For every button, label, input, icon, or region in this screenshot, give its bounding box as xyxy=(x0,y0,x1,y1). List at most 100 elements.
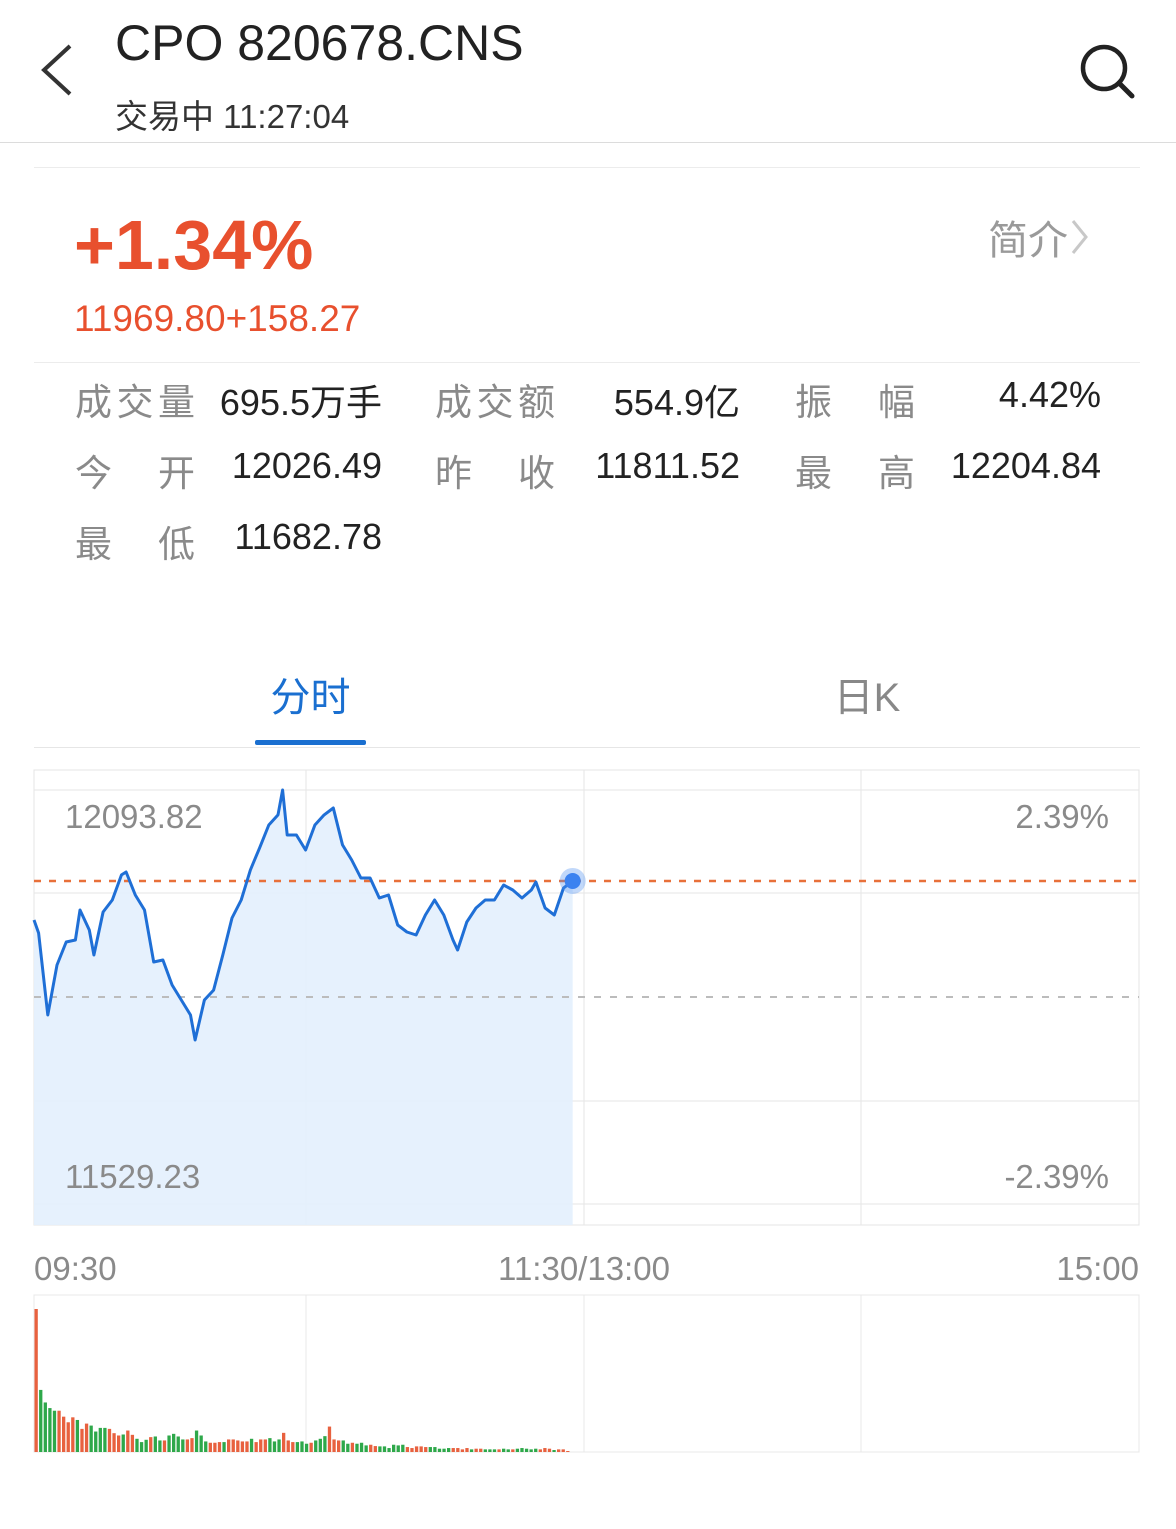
intro-label: 简介 xyxy=(988,219,1068,263)
y-top-label: 12093.82 xyxy=(65,798,203,835)
y-bottom-label: 11529.23 xyxy=(65,1158,201,1195)
volume-bar xyxy=(318,1438,322,1452)
volume-bar xyxy=(103,1427,107,1452)
volume-bar xyxy=(94,1431,98,1452)
volume-bar xyxy=(194,1430,199,1452)
active-tab-indicator xyxy=(255,740,366,745)
stat-value-open: 12026.49 xyxy=(231,445,382,486)
stat-value-turnover: 554.9亿 xyxy=(613,382,740,423)
volume-bar xyxy=(66,1422,70,1452)
pct-bottom-label: -2.39% xyxy=(1004,1158,1109,1195)
volume-bar xyxy=(341,1440,345,1452)
volume-bar xyxy=(502,1448,506,1452)
volume-bar xyxy=(355,1443,359,1452)
volume-bar xyxy=(350,1442,355,1452)
volume-bar xyxy=(337,1440,341,1452)
volume-bar xyxy=(405,1447,410,1452)
volume-bar xyxy=(515,1448,520,1452)
volume-bar xyxy=(497,1449,501,1452)
volume-bar xyxy=(534,1448,538,1452)
volume-bar xyxy=(309,1442,313,1452)
chevron-left-icon xyxy=(41,44,72,96)
volume-bar xyxy=(506,1449,510,1452)
volume-bar xyxy=(236,1440,240,1452)
volume-bar xyxy=(557,1449,561,1452)
volume-bar xyxy=(172,1433,176,1452)
volume-bar xyxy=(359,1442,364,1452)
volume-bar xyxy=(488,1449,492,1452)
volume-bar xyxy=(84,1423,89,1452)
volume-bar xyxy=(437,1448,442,1452)
volume-bar xyxy=(547,1448,552,1452)
x-label-close: 15:00 xyxy=(1056,1250,1139,1287)
volume-bar xyxy=(190,1438,194,1452)
volume-bar xyxy=(465,1448,469,1452)
price-line xyxy=(32,788,574,1042)
volume-bar xyxy=(52,1410,57,1452)
volume-bar xyxy=(268,1438,272,1452)
volume-bar xyxy=(373,1446,377,1452)
volume-bar xyxy=(524,1448,529,1452)
volume-bar xyxy=(213,1442,217,1452)
volume-bar xyxy=(158,1440,162,1452)
volume-bar xyxy=(323,1436,327,1452)
volume-bar xyxy=(181,1439,185,1452)
volume-bar xyxy=(277,1439,281,1452)
volume-bar xyxy=(469,1449,474,1452)
volume-bar xyxy=(561,1449,565,1452)
volume-bar xyxy=(346,1443,350,1452)
stat-value-high: 12204.84 xyxy=(950,445,1101,486)
volume-bar xyxy=(263,1439,267,1452)
volume-bar xyxy=(300,1441,304,1452)
volume-bar xyxy=(34,1309,38,1452)
volume-bar xyxy=(295,1442,300,1452)
volume-bar xyxy=(396,1445,400,1452)
header-divider xyxy=(0,142,1176,143)
search-button[interactable] xyxy=(1078,42,1136,100)
volume-bar xyxy=(112,1433,116,1452)
volume-bar xyxy=(167,1435,171,1452)
back-button[interactable] xyxy=(38,40,78,100)
tab-daily-k[interactable]: 日K xyxy=(833,676,901,720)
volume-bar xyxy=(162,1440,167,1452)
volume-bar xyxy=(139,1442,144,1452)
price-area xyxy=(34,790,573,1225)
stat-value-prev-close: 11811.52 xyxy=(595,445,740,486)
volume-bar xyxy=(401,1444,405,1452)
volume-bar xyxy=(291,1442,295,1452)
tabs-divider xyxy=(34,747,1140,748)
volume-bar xyxy=(272,1441,277,1452)
pct-top-label: 2.39% xyxy=(1015,798,1109,835)
volume-bar xyxy=(520,1448,524,1452)
tab-intraday[interactable]: 分时 xyxy=(270,676,351,720)
intro-link[interactable]: 简介 xyxy=(988,208,1090,266)
stat-value-volume: 695.5万手 xyxy=(219,382,382,423)
current-point xyxy=(564,872,581,889)
volume-bar xyxy=(282,1432,286,1452)
volume-bar xyxy=(62,1416,66,1452)
volume-bar xyxy=(39,1389,43,1452)
volume-bar xyxy=(98,1427,102,1452)
volume-bar xyxy=(369,1444,373,1452)
stat-label-low: 最低 xyxy=(75,524,195,565)
divider xyxy=(34,362,1140,363)
volume-bar xyxy=(135,1438,139,1452)
volume-frame xyxy=(33,1294,1140,1453)
volume-bar xyxy=(304,1443,309,1452)
volume-bar xyxy=(428,1447,432,1452)
stat-label-open: 今开 xyxy=(75,453,195,494)
volume-bar xyxy=(552,1450,556,1452)
volume-bar xyxy=(474,1448,478,1452)
stat-value-amplitude: 4.42% xyxy=(998,374,1101,415)
volume-bar xyxy=(392,1444,396,1452)
volume-bar xyxy=(286,1440,290,1452)
stat-label-prev-close: 昨收 xyxy=(435,453,555,494)
volume-bar xyxy=(71,1417,75,1452)
volume-bar xyxy=(529,1449,533,1452)
volume-bar xyxy=(451,1448,455,1452)
volume-bar xyxy=(199,1435,203,1452)
volume-bar xyxy=(208,1442,212,1452)
volume-bar xyxy=(382,1446,387,1452)
volume-bar xyxy=(130,1434,135,1452)
